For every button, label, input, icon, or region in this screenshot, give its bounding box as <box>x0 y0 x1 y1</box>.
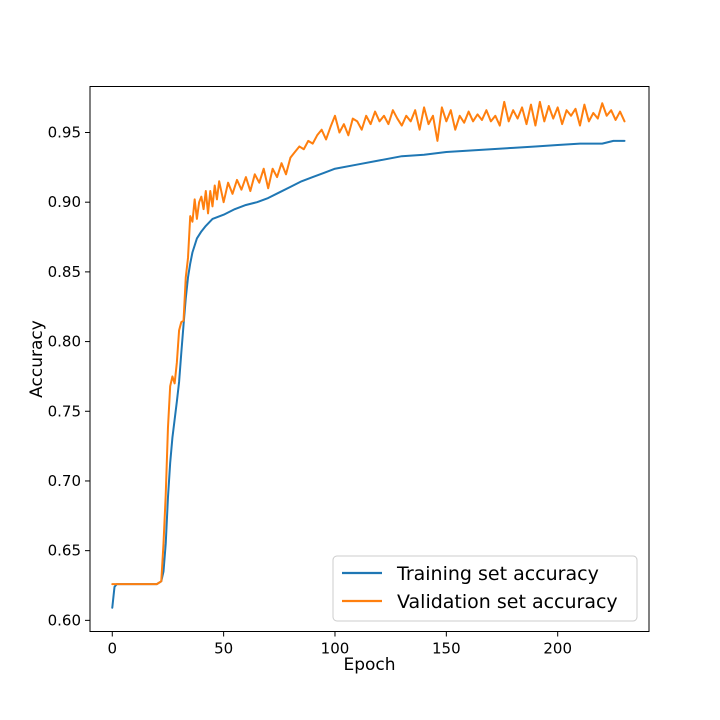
x-tick-label: 200 <box>543 640 572 658</box>
x-axis-ticks: 0 50 100 150 200 <box>107 631 572 658</box>
x-tick-label: 100 <box>321 640 350 658</box>
y-tick-label: 0.75 <box>48 402 81 420</box>
training-accuracy-line <box>111 139 626 609</box>
legend-box <box>332 555 638 622</box>
legend-label-validation: Validation set accuracy <box>397 591 618 613</box>
y-tick-label: 0.85 <box>48 263 81 281</box>
x-tick-label: 0 <box>107 640 117 658</box>
y-axis-ticks: 0.60 0.65 0.70 0.75 0.80 0.85 0.90 0.95 <box>48 123 90 629</box>
legend-label-training: Training set accuracy <box>396 563 599 585</box>
y-tick-label: 0.65 <box>48 542 81 560</box>
y-tick-label: 0.95 <box>48 123 81 141</box>
y-tick-label: 0.60 <box>48 611 81 629</box>
y-tick-label: 0.80 <box>48 333 81 351</box>
validation-accuracy-line <box>111 100 626 586</box>
y-tick-label: 0.70 <box>48 472 81 490</box>
y-tick-label: 0.90 <box>48 193 81 211</box>
x-tick-label: 150 <box>432 640 461 658</box>
x-axis-label: Epoch <box>343 655 395 675</box>
plot-frame <box>89 86 650 632</box>
legend: Training set accuracy Validation set acc… <box>332 555 638 622</box>
x-tick-label: 50 <box>214 640 233 658</box>
y-axis-label: Accuracy <box>27 320 47 398</box>
series-lines <box>111 100 626 609</box>
